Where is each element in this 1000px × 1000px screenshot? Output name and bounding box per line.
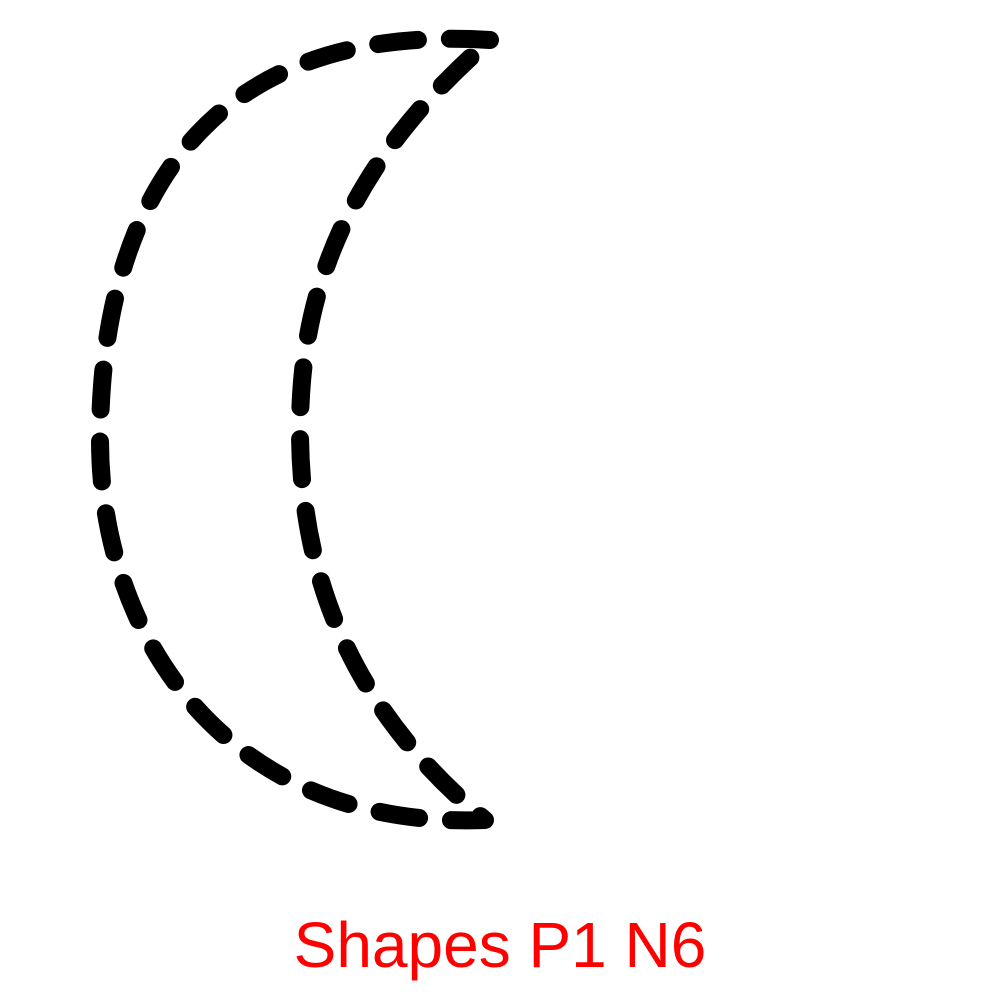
shape-caption: Shapes P1 N6 <box>293 909 707 981</box>
crescent-outline <box>91 29 499 830</box>
